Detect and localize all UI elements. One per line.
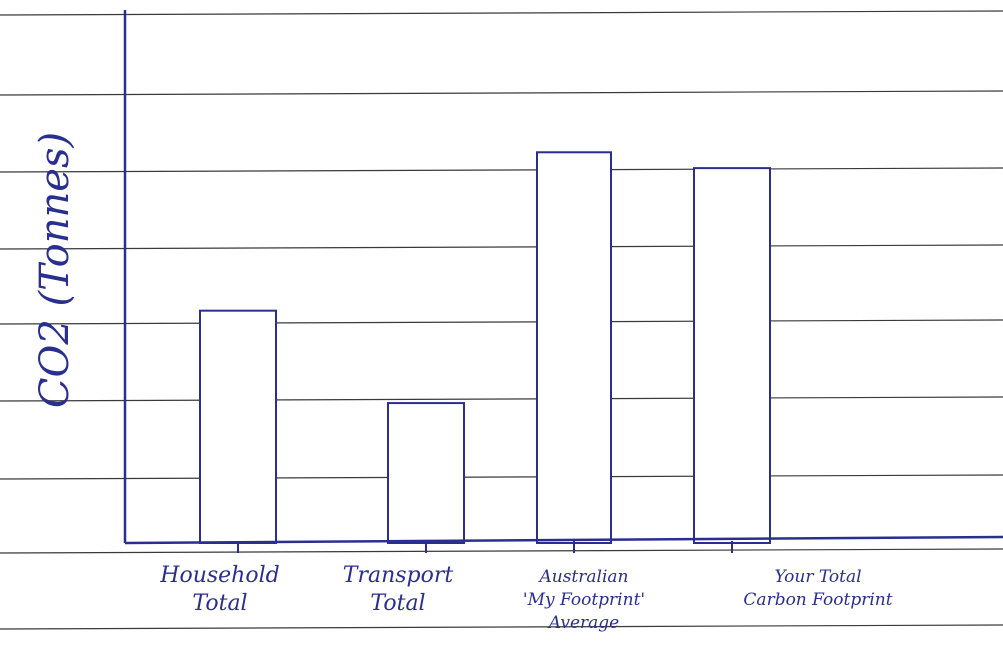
- x-tick-label-1-line-1: Household: [159, 563, 279, 588]
- bar-2: [387, 402, 465, 544]
- ruled-line-1: [0, 10, 1003, 16]
- ruled-line-6: [0, 396, 1003, 402]
- ruled-line-7: [0, 474, 1003, 480]
- axes: [123, 10, 1003, 545]
- x-tick-label-3-line-2: 'My Footprint': [523, 590, 645, 610]
- x-tick-label-4-line-2: Carbon Footprint: [743, 590, 892, 610]
- x-tick-label-4: Your Total Carbon Footprint: [743, 567, 892, 610]
- x-axis: [124, 535, 1003, 545]
- x-tick-label-4-line-1: Your Total: [774, 567, 861, 587]
- ruled-line-2: [0, 90, 1003, 96]
- x-tick-label-3: Australian 'My Footprint' Average: [523, 567, 645, 633]
- ruled-line-9: [0, 624, 1003, 630]
- bars: [199, 151, 771, 544]
- ruled-line-8: [0, 548, 1003, 554]
- x-tick-label-2-line-1: Transport: [343, 563, 454, 588]
- bar-1: [199, 309, 277, 544]
- ruled-line-4: [0, 244, 1003, 250]
- y-axis-label: CO2 (Tonnes): [32, 132, 78, 408]
- ruled-line-5: [0, 319, 1003, 325]
- x-tick-label-1-line-2: Total: [192, 591, 247, 616]
- paper-ruled-lines: [0, 10, 1003, 630]
- x-tick-label-2-line-2: Total: [370, 591, 425, 616]
- bar-3: [536, 151, 612, 544]
- x-tick-label-3-line-1: Australian: [537, 567, 628, 587]
- x-tick-label-3-line-3: Average: [547, 613, 619, 633]
- x-ticks: [237, 541, 733, 553]
- bar-4: [693, 167, 771, 544]
- x-tick-label-1: Household Total: [159, 563, 279, 616]
- x-tick-label-2: Transport Total: [343, 563, 454, 616]
- x-tick-labels: Household Total Transport Total Australian 'M…: [159, 563, 892, 633]
- ruled-line-3: [0, 167, 1003, 173]
